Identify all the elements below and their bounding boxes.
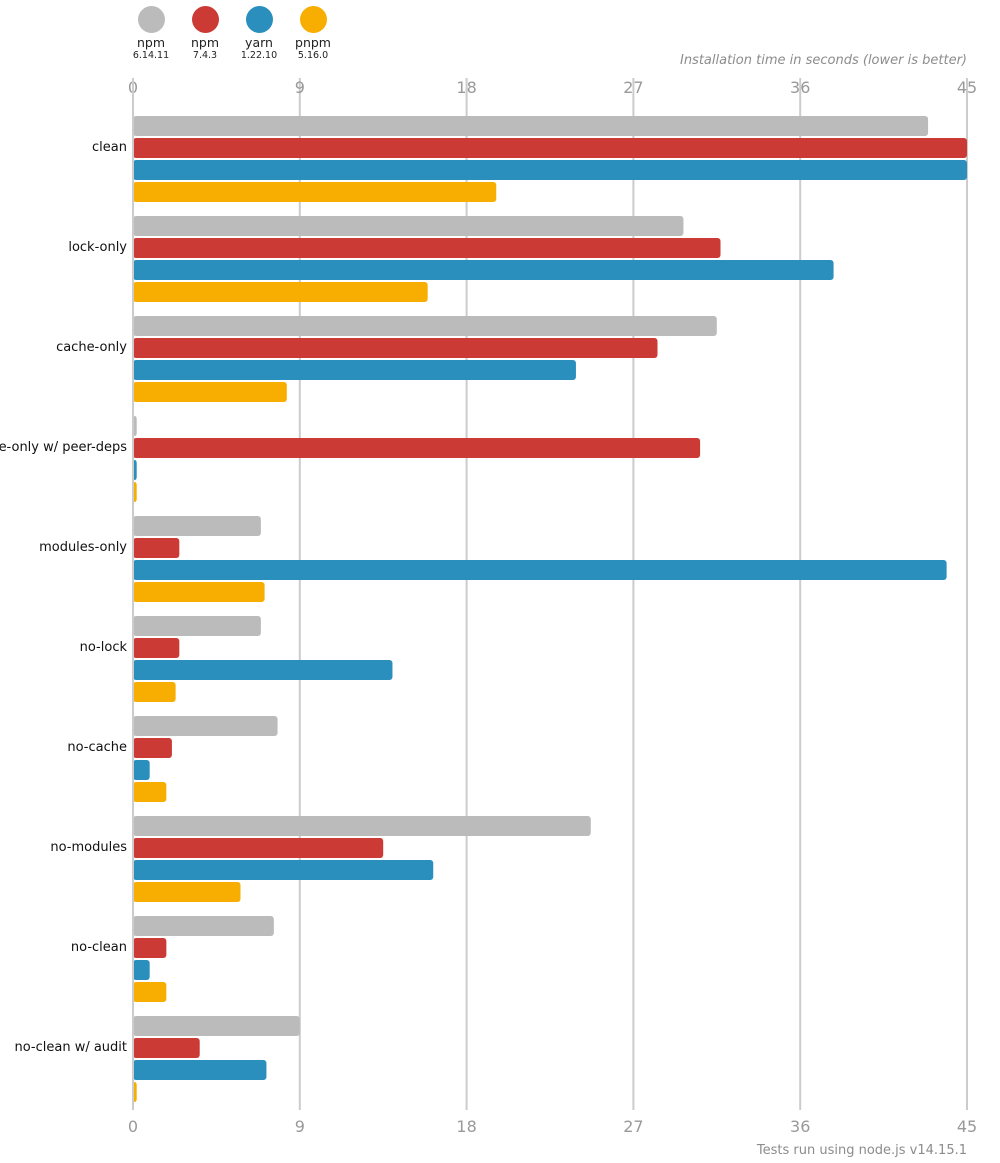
legend-label: npm [190, 35, 220, 50]
legend-label: pnpm [295, 35, 331, 50]
category-label: cache-only [56, 340, 127, 355]
category-label: no-cache [67, 740, 127, 755]
legend-version: 6.14.11 [132, 50, 170, 61]
bar [133, 316, 717, 336]
bar [133, 838, 384, 858]
x-tick-label-top: 36 [790, 78, 810, 97]
axis-caption: Installation time in seconds (lower is b… [679, 53, 967, 68]
bar [133, 616, 261, 636]
x-tick-label-top: 45 [957, 78, 977, 97]
legend-swatch-npm7 [191, 6, 219, 33]
footer-note: Tests run using node.js v14.15.1 [756, 1143, 967, 1158]
bar [133, 1038, 200, 1058]
category-label: no-clean [71, 940, 127, 955]
x-tick-label-bottom: 18 [456, 1117, 476, 1136]
legend-version: 7.4.3 [192, 50, 218, 61]
category-label: no-modules [50, 840, 127, 855]
legend-swatch-npm6 [137, 6, 165, 33]
bar [133, 216, 684, 236]
bar [133, 660, 393, 680]
x-tick-label-bottom: 36 [790, 1117, 810, 1136]
bar [133, 238, 721, 258]
legend-item-npm6: npm 6.14.11 [124, 6, 178, 62]
bar [133, 1016, 300, 1036]
legend-swatch-yarn [245, 6, 273, 33]
category-label: modules-only [39, 540, 127, 555]
bar [133, 160, 967, 180]
bar [133, 760, 150, 780]
bar [133, 382, 287, 402]
bar [133, 882, 241, 902]
category-label: clean [92, 140, 127, 155]
legend-item-npm7: npm 7.4.3 [178, 6, 232, 62]
bar [133, 860, 434, 880]
bar [133, 816, 591, 836]
category-label: cache-only w/ peer-deps [0, 440, 127, 455]
bar [133, 938, 167, 958]
legend-version: 5.16.0 [297, 50, 329, 61]
legend: npm 6.14.11 npm 7.4.3 yarn 1.22.10 pnpm … [124, 6, 340, 62]
legend-label: yarn [245, 35, 273, 50]
category-label: no-lock [80, 640, 128, 655]
bar [133, 138, 967, 158]
legend-item-pnpm: pnpm 5.16.0 [286, 6, 340, 62]
x-tick-label-bottom: 0 [128, 1117, 138, 1136]
bar [133, 638, 180, 658]
bar [133, 560, 947, 580]
legend-swatch-pnpm [299, 6, 327, 33]
x-tick-label-bottom: 27 [623, 1117, 643, 1136]
bar [133, 338, 658, 358]
bar [133, 782, 167, 802]
x-tick-label-top: 18 [456, 78, 476, 97]
x-tick-label-top: 9 [295, 78, 305, 97]
bar [133, 1060, 267, 1080]
bar [133, 116, 929, 136]
x-tick-label-bottom: 45 [957, 1117, 977, 1136]
category-label: lock-only [68, 240, 127, 255]
category-label: no-clean w/ audit [14, 1040, 127, 1055]
bar [133, 982, 167, 1002]
bar [133, 260, 834, 280]
bar [133, 682, 176, 702]
bar [133, 182, 497, 202]
bar [133, 916, 274, 936]
legend-item-yarn: yarn 1.22.10 [232, 6, 286, 62]
bar [133, 516, 261, 536]
bar [133, 360, 576, 380]
bar [133, 438, 701, 458]
bar [133, 738, 172, 758]
x-tick-label-top: 27 [623, 78, 643, 97]
bar [133, 960, 150, 980]
bar [133, 538, 180, 558]
legend-label: npm [136, 35, 166, 50]
x-tick-label-bottom: 9 [295, 1117, 305, 1136]
bar [133, 282, 428, 302]
bar [133, 716, 278, 736]
legend-version: 1.22.10 [240, 50, 278, 61]
bar [133, 582, 265, 602]
